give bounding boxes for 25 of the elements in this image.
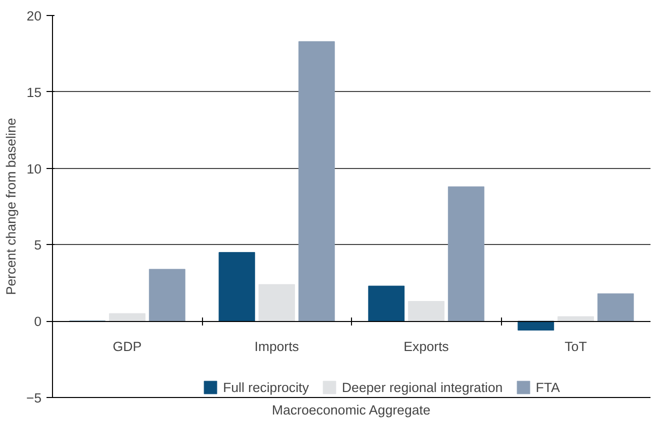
y-axis-title: Percent change from baseline [3, 118, 18, 296]
bar [597, 293, 634, 322]
x-tick-label: GDP [112, 339, 142, 354]
bar [148, 268, 186, 322]
x-axis-title: Macroeconomic Aggregate [272, 402, 430, 418]
y-tick-label: 5 [34, 238, 42, 253]
y-tick-label: −5 [26, 390, 42, 406]
y-tick-label: 0 [34, 314, 42, 330]
legend-label: FTA [536, 380, 560, 394]
bar [109, 313, 146, 322]
bar [368, 286, 405, 322]
y-tick-label: 15 [26, 84, 42, 100]
bar [258, 284, 295, 322]
x-tick-label: Exports [404, 339, 450, 354]
y-tick-label: 20 [26, 8, 42, 24]
bar [448, 186, 484, 322]
y-tick-label: 10 [26, 161, 42, 176]
bar [558, 316, 594, 322]
x-tick-label: Imports [254, 339, 300, 354]
bar [218, 252, 256, 322]
x-tick-label: ToT [564, 339, 587, 354]
bar [298, 41, 335, 322]
bar [408, 300, 444, 322]
legend-label: Deeper regional integration [342, 380, 503, 394]
legend-label: Full reciprocity [223, 380, 309, 394]
